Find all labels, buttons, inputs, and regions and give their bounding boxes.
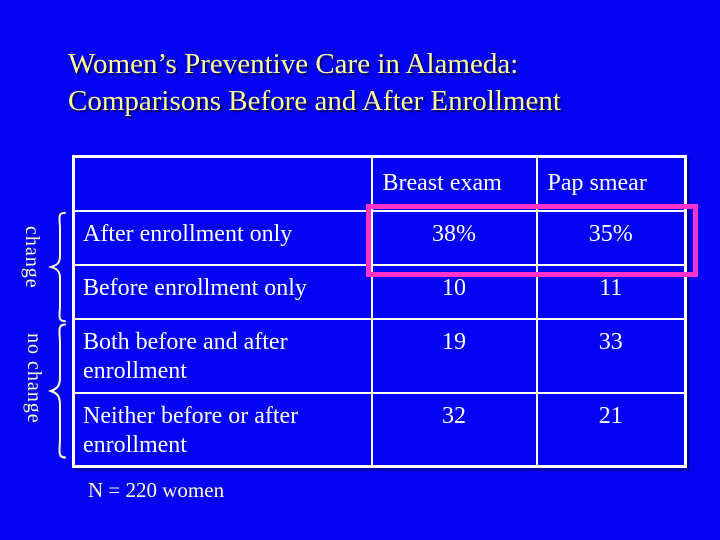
row-label: After enrollment only [72, 209, 373, 266]
change-label: change [21, 226, 43, 289]
pap-smear-value: 33 [535, 317, 687, 394]
row-label: Both before and after enrollment [72, 317, 373, 394]
pap-smear-value: 11 [535, 263, 687, 320]
page-title: Women’s Preventive Care in Alameda: Comp… [68, 46, 698, 120]
row-label: Neither before or after enrollment [72, 391, 373, 468]
enrollment-comparison-table: Breast exam Pap smear After enrollment o… [72, 155, 687, 468]
breast-exam-value: 10 [370, 263, 538, 320]
table-row-before-only: Before enrollment only 10 11 [72, 263, 687, 320]
header-empty-cell [72, 155, 373, 212]
change-brace [46, 210, 70, 324]
breast-exam-value: 38% [370, 209, 538, 266]
pap-smear-value: 21 [535, 391, 687, 468]
title-line-1: Women’s Preventive Care in Alameda: [68, 48, 519, 80]
breast-exam-value: 19 [370, 317, 538, 394]
table-row-after-only: After enrollment only 38% 35% [72, 209, 687, 266]
no-change-label: no change [23, 333, 45, 424]
row-label: Before enrollment only [72, 263, 373, 320]
no-change-brace [46, 321, 70, 461]
breast-exam-value: 32 [370, 391, 538, 468]
table-row-both: Both before and after enrollment 19 33 [72, 317, 687, 394]
pap-smear-value: 35% [535, 209, 687, 266]
table-row-neither: Neither before or after enrollment 32 21 [72, 391, 687, 468]
table-header-row: Breast exam Pap smear [72, 155, 687, 212]
sample-size-note: N = 220 women [88, 478, 225, 502]
header-pap-smear: Pap smear [535, 155, 687, 212]
header-breast-exam: Breast exam [370, 155, 538, 212]
title-line-2: Comparisons Before and After Enrollment [68, 85, 561, 117]
